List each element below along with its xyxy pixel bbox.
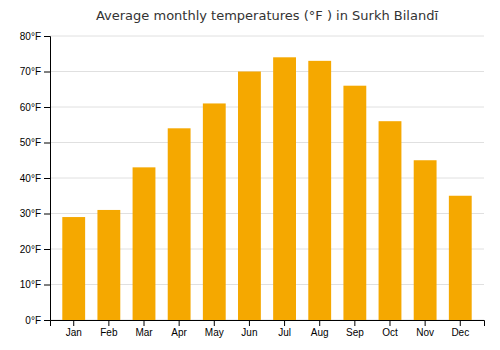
bar [238,72,261,321]
y-tick-label: 30°F [20,208,41,219]
x-tick-label: Nov [416,327,434,338]
grid-line [50,142,484,143]
x-tick-mark [214,320,215,326]
x-tick: May [205,320,224,338]
x-tick: Apr [171,320,187,338]
y-tick-mark [44,285,50,286]
x-tick-mark [108,320,109,326]
y-tick-label: 40°F [20,173,41,184]
y-tick: 60°F [20,102,50,113]
x-tick: Dec [451,320,469,338]
y-tick: 50°F [20,137,50,148]
x-tick: Aug [311,320,329,338]
x-axis: Jan Feb Mar Apr May Jun Jul Aug Sep Oct Nov Dec [51,320,485,338]
y-tick: 0°F [25,315,50,326]
x-axis-line [51,321,485,327]
y-tick-mark [44,178,50,179]
x-tick-mark [284,320,285,326]
y-tick-mark [44,107,50,108]
bars [62,57,471,320]
y-tick-label: 70°F [20,66,41,77]
y-tick: 80°F [20,31,50,42]
chart: Jan Feb Mar Apr May Jun Jul Aug Sep Oct Nov Dec 0°F 1… [0,0,500,350]
grid-line [50,107,484,108]
grid-line [50,71,484,72]
grid [50,36,484,320]
x-tick-label: Oct [382,327,398,338]
bar [414,160,437,320]
bar [203,103,226,320]
x-tick-label: Feb [100,327,118,338]
bar [308,61,331,320]
y-tick-label: 10°F [20,279,41,290]
y-tick-label: 80°F [20,31,41,42]
x-tick-mark [73,320,74,326]
x-tick-label: Jun [241,327,257,338]
x-tick-mark [144,320,145,326]
y-tick: 40°F [20,173,50,184]
bar [273,57,296,320]
x-tick-label: Mar [135,327,153,338]
x-tick: Jun [241,320,257,338]
x-tick-mark [179,320,180,326]
grid-line [50,36,484,37]
x-tick: Mar [135,320,153,338]
title: Average monthly temperatures (°F ) in Su… [96,8,438,23]
bar [449,196,472,320]
bar [62,217,85,320]
y-tick-mark [44,72,50,73]
y-tick-mark [44,320,50,321]
x-tick: Jan [66,320,82,338]
x-tick-mark [389,320,390,326]
x-tick: Jul [278,320,291,338]
x-tick-label: Jan [66,327,82,338]
y-tick: 30°F [20,208,50,219]
y-tick-label: 20°F [20,244,41,255]
x-tick: Sep [346,320,364,338]
y-tick-label: 50°F [20,137,41,148]
x-tick-label: Aug [311,327,329,338]
y-tick-label: 0°F [25,315,41,326]
y-tick-mark [44,36,50,37]
x-tick-label: May [205,327,224,338]
x-tick-mark [249,320,250,326]
x-tick: Feb [100,320,118,338]
x-tick: Oct [382,320,398,338]
x-tick-label: Dec [451,327,469,338]
y-tick: 20°F [20,244,50,255]
x-tick: Nov [416,320,434,338]
x-tick-label: Apr [171,327,187,338]
plot: Jan Feb Mar Apr May Jun Jul Aug Sep Oct Nov Dec 0°F 1… [20,31,485,338]
y-tick: 10°F [20,279,50,290]
x-tick-mark [460,320,461,326]
y-tick-mark [44,143,50,144]
y-axis: 0°F 10°F 20°F 30°F 40°F 50°F 60°F 70°F 80°F [20,31,51,326]
bar [168,128,191,320]
bar [97,210,120,320]
y-axis-line [44,37,51,321]
y-tick: 70°F [20,66,50,77]
x-tick-mark [319,320,320,326]
x-tick-mark [425,320,426,326]
bar [133,167,156,320]
y-tick-mark [44,214,50,215]
x-tick-label: Jul [278,327,291,338]
bar [379,121,402,320]
bar [343,86,366,320]
y-tick-mark [44,249,50,250]
y-tick-label: 60°F [20,102,41,113]
x-tick-label: Sep [346,327,364,338]
x-tick-mark [354,320,355,326]
